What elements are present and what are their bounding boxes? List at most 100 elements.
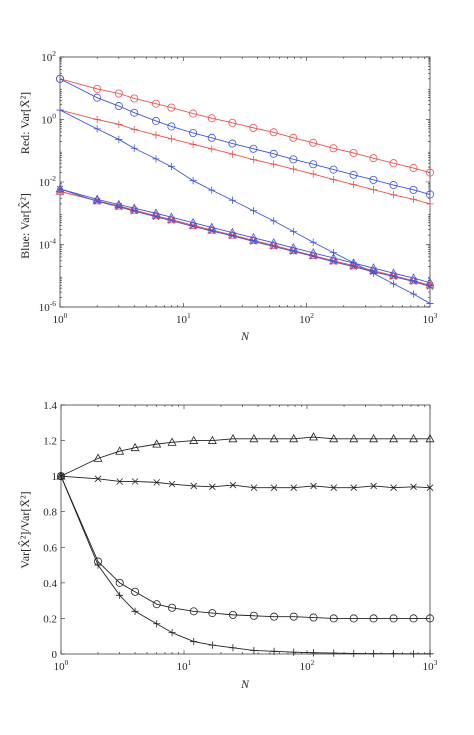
- data-point-triangle: [248, 232, 258, 242]
- data-point-plus: [94, 561, 102, 569]
- data-point-plus: [270, 217, 278, 225]
- data-point-circle: [425, 190, 434, 199]
- y-tick-label: 0: [52, 649, 58, 661]
- data-point-triangle: [130, 442, 140, 452]
- data-point-circle: [151, 116, 160, 125]
- x-tick-label: 102: [300, 658, 315, 673]
- data-point-x: [94, 475, 102, 483]
- data-point-plus: [270, 647, 278, 655]
- data-point-plus: [152, 131, 160, 139]
- data-point-x: [426, 283, 434, 290]
- data-point-triangle: [188, 217, 198, 227]
- data-point-plus: [350, 649, 358, 658]
- data-point-triangle: [92, 194, 102, 203]
- data-point-triangle: [329, 433, 339, 443]
- data-point-circle: [228, 610, 237, 619]
- data-point-plus: [130, 125, 138, 134]
- data-point-x: [330, 258, 337, 266]
- data-point-circle: [389, 159, 398, 168]
- data-point-circle: [207, 114, 216, 123]
- data-point-triangle: [228, 433, 238, 443]
- data-point-circle: [349, 170, 358, 179]
- data-point-x: [208, 227, 216, 235]
- data-point-plus: [249, 207, 258, 215]
- data-point-circle: [369, 175, 378, 184]
- data-point-x: [115, 203, 123, 211]
- data-point-circle: [249, 144, 258, 153]
- x-tick-label: 101: [176, 311, 191, 326]
- data-point-x: [116, 478, 123, 485]
- data-point-circle: [207, 133, 216, 142]
- data-point-x: [330, 484, 338, 491]
- y-tick-label: 0.2: [43, 613, 57, 625]
- data-point-triangle: [329, 253, 338, 262]
- y-tick-label: 1: [52, 471, 58, 483]
- data-point-triangle: [425, 433, 435, 443]
- data-point-circle: [309, 613, 318, 622]
- data-point-x: [189, 223, 197, 230]
- data-point-circle: [167, 103, 176, 112]
- data-point-x: [153, 479, 160, 486]
- data-point-triangle: [368, 263, 378, 272]
- data-point-plus: [289, 165, 297, 173]
- series-black-circle: [57, 472, 434, 623]
- data-point-circle: [115, 578, 124, 587]
- data-point-circle: [269, 149, 278, 158]
- y-tick-label: 0.8: [43, 507, 57, 519]
- data-point-plus: [116, 591, 124, 599]
- data-point-triangle: [409, 433, 419, 443]
- data-point-triangle: [309, 432, 319, 441]
- data-point-triangle: [167, 437, 177, 446]
- data-point-plus: [349, 180, 358, 189]
- bottom-xlabel: N: [240, 677, 250, 691]
- y-tick-label: 100: [41, 112, 56, 127]
- data-point-circle: [329, 165, 338, 174]
- data-point-plus: [167, 135, 175, 143]
- data-point-plus: [249, 156, 258, 164]
- data-point-x: [370, 268, 377, 276]
- y-tick-label: 1.4: [43, 400, 57, 412]
- data-point-triangle: [249, 433, 259, 443]
- data-point-x: [290, 484, 298, 491]
- data-point-circle: [270, 612, 279, 621]
- data-point-plus: [130, 144, 138, 152]
- data-point-circle: [168, 603, 177, 612]
- data-point-triangle: [425, 277, 435, 287]
- series-black-plus: [57, 472, 434, 658]
- data-point-plus: [290, 648, 298, 656]
- top-ticks: 100 101 102 103 10-6 10-4 10-2 100 102: [39, 49, 438, 326]
- data-point-circle: [189, 109, 198, 118]
- data-point-plus: [289, 227, 297, 236]
- data-point-plus: [309, 170, 317, 178]
- data-point-x: [270, 484, 278, 491]
- data-point-triangle: [93, 453, 103, 462]
- bottom-ratio-chart: 100 101 102 103 0 0.2 0.4 0.6 0.8 1 1.2 1.4 N Var[X…: [18, 400, 438, 691]
- data-point-circle: [349, 148, 358, 157]
- data-point-circle: [114, 102, 123, 111]
- data-point-circle: [151, 99, 160, 108]
- data-point-circle: [349, 614, 358, 623]
- data-point-x: [168, 217, 175, 224]
- data-point-plus: [190, 637, 198, 646]
- data-point-plus: [309, 649, 318, 657]
- series-blue-circle: [56, 74, 434, 199]
- data-point-plus: [409, 195, 418, 203]
- data-point-x: [390, 484, 397, 491]
- data-point-x: [130, 207, 138, 215]
- data-point-circle: [189, 128, 198, 137]
- data-point-plus: [152, 155, 160, 163]
- data-point-x: [410, 483, 417, 491]
- data-point-x: [229, 232, 236, 240]
- data-point-circle: [269, 128, 278, 137]
- bottom-series: [56, 432, 435, 658]
- data-point-plus: [153, 620, 161, 628]
- top-loglog-chart: 100 101 102 103 10-6 10-4 10-2 100 102 N Red: Va…: [18, 49, 438, 343]
- data-point-plus: [369, 186, 378, 194]
- data-point-plus: [131, 607, 139, 615]
- data-point-plus: [56, 106, 64, 114]
- series-blue-plus: [56, 106, 434, 308]
- data-point-circle: [409, 164, 418, 173]
- y-tick-label: 0.4: [43, 578, 57, 590]
- series-line: [60, 475, 430, 655]
- data-point-triangle: [55, 184, 65, 193]
